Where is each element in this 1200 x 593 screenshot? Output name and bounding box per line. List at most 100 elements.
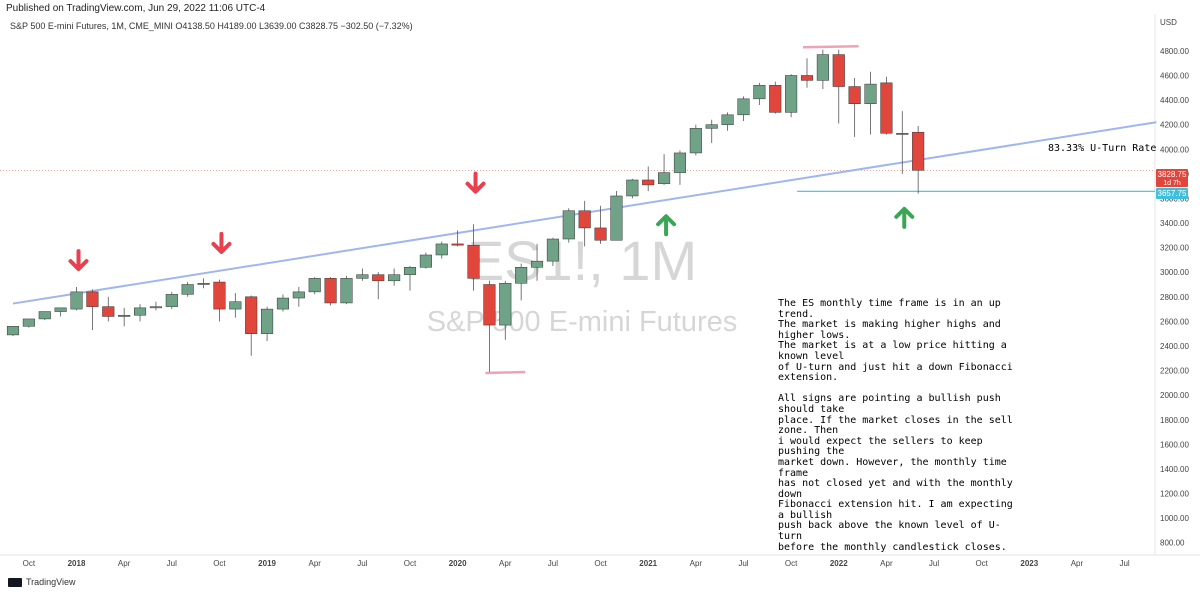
y-tick-label: 4400.00 xyxy=(1160,96,1189,105)
y-tick-label: 2800.00 xyxy=(1160,293,1189,302)
candle-body xyxy=(165,294,178,307)
candle-body xyxy=(721,114,734,125)
watermark-name: S&P 500 E-mini Futures xyxy=(427,306,738,338)
x-tick-label: Oct xyxy=(594,559,607,568)
candle-body xyxy=(118,314,131,317)
candle-body xyxy=(737,98,750,116)
candle-body xyxy=(292,291,305,299)
y-tick-label: 2200.00 xyxy=(1160,367,1189,376)
candle-body xyxy=(229,301,242,310)
x-tick-label: Oct xyxy=(404,559,417,568)
x-tick-label: Oct xyxy=(23,559,36,568)
extension-marker xyxy=(485,370,526,375)
y-tick-label: 2600.00 xyxy=(1160,317,1189,326)
candle-body xyxy=(356,274,369,279)
candle-body xyxy=(626,179,639,197)
candle-body xyxy=(86,291,99,307)
symbol-info-line: S&P 500 E-mini Futures, 1M, CME_MINI O41… xyxy=(10,21,413,31)
candle-body xyxy=(594,227,607,241)
y-tick-label: 1800.00 xyxy=(1160,416,1189,425)
x-tick-label: Jul xyxy=(357,559,367,568)
candle-body xyxy=(54,307,67,312)
candle-body xyxy=(816,54,829,81)
arrow-down-icon xyxy=(465,171,486,194)
candle-body xyxy=(261,308,274,334)
candle-body xyxy=(403,267,417,275)
arrow-up-icon xyxy=(894,206,915,229)
x-tick-label: Oct xyxy=(213,559,226,568)
x-tick-label: Apr xyxy=(880,559,893,568)
y-tick-label: 1200.00 xyxy=(1160,490,1189,499)
candle-body xyxy=(864,83,877,105)
y-tick-label: 4600.00 xyxy=(1160,71,1189,80)
bar-countdown: 1d 7h xyxy=(1163,180,1181,187)
candle-body xyxy=(340,278,353,304)
candle-body xyxy=(499,283,512,326)
candle-body xyxy=(70,291,83,310)
footer: TradingView xyxy=(8,577,76,587)
u-turn-rate-label: 83.33% U-Turn Rate xyxy=(1048,143,1157,154)
candle-body xyxy=(673,152,687,173)
candle-body xyxy=(848,86,861,105)
candle-body xyxy=(308,278,321,293)
y-tick-label: 3200.00 xyxy=(1160,244,1189,253)
x-tick-label: 2018 xyxy=(68,559,86,568)
pink-markers xyxy=(485,44,859,375)
candle-body xyxy=(515,267,528,284)
analysis-note: The ES monthly time frame is in an up tr… xyxy=(778,298,1013,553)
x-tick-label: Apr xyxy=(499,559,512,568)
candle-body xyxy=(419,254,432,268)
x-tick-label: Jul xyxy=(1119,559,1129,568)
candle-body xyxy=(435,243,448,256)
x-tick-label: Apr xyxy=(1071,559,1084,568)
arrow-down-icon xyxy=(68,249,89,272)
y-tick-label: 2400.00 xyxy=(1160,342,1189,351)
candle-body xyxy=(197,283,210,285)
candles xyxy=(6,49,925,372)
candle-body xyxy=(658,172,671,184)
extension-marker xyxy=(802,44,859,49)
y-tick-label: 1400.00 xyxy=(1160,465,1189,474)
y-tick-label: 800.00 xyxy=(1160,539,1185,548)
candle-body xyxy=(213,281,226,310)
candle-body xyxy=(610,195,623,241)
candle-body xyxy=(578,210,591,229)
candle-body xyxy=(133,307,147,316)
x-tick-label: 2020 xyxy=(449,559,467,568)
watermark: ES1!, 1M S&P 500 E-mini Futures xyxy=(427,229,738,338)
x-tick-label: 2022 xyxy=(830,559,848,568)
price-tags: 3828.75 1d 7h 3657.75 xyxy=(1156,169,1188,199)
x-tick-label: Oct xyxy=(975,559,988,568)
y-tick-label: 4800.00 xyxy=(1160,47,1189,56)
candle-body xyxy=(245,296,258,334)
last-price-tag xyxy=(1156,169,1188,187)
candle-body xyxy=(22,318,35,327)
candle-body xyxy=(832,54,845,87)
candle-body xyxy=(689,128,702,154)
candle-body xyxy=(705,124,718,129)
x-tick-label: Apr xyxy=(308,559,321,568)
candle-body xyxy=(181,284,194,295)
signal-arrows xyxy=(68,171,915,272)
y-tick-label: 1600.00 xyxy=(1160,440,1189,449)
x-tick-label: 2019 xyxy=(258,559,276,568)
candle-body xyxy=(38,311,51,320)
candle-body xyxy=(467,244,480,279)
candle-body xyxy=(642,179,655,186)
candle-body xyxy=(276,297,290,310)
candle-body xyxy=(451,243,464,246)
candle-body xyxy=(785,75,798,113)
candle-body xyxy=(753,85,766,100)
watermark-ticker: ES1!, 1M xyxy=(467,229,697,292)
candle-body xyxy=(388,274,401,282)
time-axis[interactable]: Oct 2018 Apr Jul Oct 2019 Apr Jul Oct 2020 Apr Jul O… xyxy=(23,559,1130,568)
y-tick-label: 1000.00 xyxy=(1160,514,1189,523)
x-tick-label: Apr xyxy=(118,559,131,568)
published-header: Published on TradingView.com, Jun 29, 20… xyxy=(6,3,266,14)
price-axis[interactable]: 800.00 1000.00 1200.00 1400.00 1600.00 1800.0… xyxy=(1160,47,1189,548)
x-tick-label: Oct xyxy=(785,559,798,568)
candle-body xyxy=(102,306,115,317)
y-tick-label: 2000.00 xyxy=(1160,391,1189,400)
tradingview-logo-icon xyxy=(8,577,22,587)
